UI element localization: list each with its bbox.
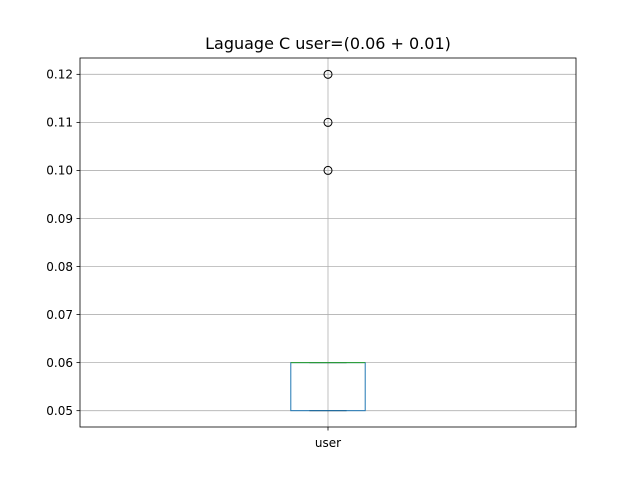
y-tick-label: 0.10 [46,164,73,178]
y-tick-label: 0.12 [46,68,73,82]
y-tick-label: 0.06 [46,356,73,370]
y-tick-label: 0.09 [46,212,73,226]
y-tick-label: 0.07 [46,308,73,322]
grid-lines [80,58,576,427]
outlier-point [323,117,333,127]
y-axis-ticks: 0.05 0.06 0.07 0.08 0.09 0.10 0.11 0.12 [46,68,80,418]
outlier-point [323,69,333,79]
y-tick-label: 0.05 [46,404,73,418]
box-series [290,69,366,412]
y-tick-label: 0.11 [46,116,73,130]
x-tick-label: user [315,436,341,450]
chart-title: Laguage C user=(0.06 + 0.01) [205,34,451,53]
y-tick-label: 0.08 [46,260,73,274]
x-axis-ticks: user [315,427,341,450]
outlier-point [323,165,333,175]
